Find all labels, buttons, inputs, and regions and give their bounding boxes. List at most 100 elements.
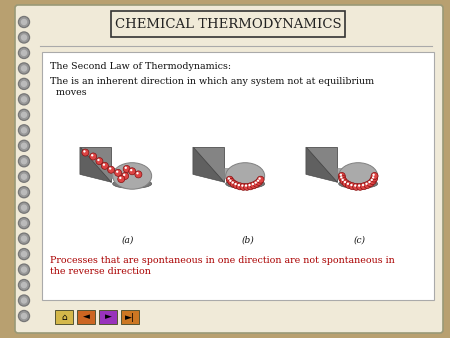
Circle shape — [365, 183, 368, 185]
Circle shape — [22, 50, 27, 55]
Bar — [42, 52, 434, 300]
Circle shape — [367, 180, 374, 187]
Circle shape — [82, 149, 89, 156]
Circle shape — [18, 202, 30, 213]
Circle shape — [340, 176, 342, 178]
Circle shape — [350, 184, 353, 186]
Circle shape — [90, 153, 97, 160]
Circle shape — [22, 221, 27, 226]
Text: moves: moves — [53, 88, 86, 97]
Text: The Second Law of Thermodynamics:: The Second Law of Thermodynamics: — [50, 62, 231, 71]
Circle shape — [97, 159, 99, 161]
Circle shape — [347, 183, 349, 185]
Circle shape — [108, 166, 115, 173]
Circle shape — [22, 128, 27, 133]
Polygon shape — [337, 168, 347, 177]
Circle shape — [234, 183, 237, 185]
Bar — [121, 310, 139, 324]
Circle shape — [338, 172, 345, 179]
Circle shape — [257, 176, 264, 183]
Circle shape — [20, 80, 28, 88]
Circle shape — [18, 171, 30, 182]
Circle shape — [18, 47, 30, 58]
Circle shape — [130, 169, 132, 171]
Circle shape — [123, 165, 130, 172]
Circle shape — [22, 205, 27, 210]
Circle shape — [22, 112, 27, 117]
Ellipse shape — [225, 163, 265, 189]
Circle shape — [135, 171, 142, 178]
Polygon shape — [111, 168, 121, 177]
Circle shape — [342, 180, 349, 187]
Circle shape — [20, 235, 28, 243]
Circle shape — [96, 158, 103, 165]
Circle shape — [20, 219, 28, 227]
Text: (a): (a) — [122, 236, 134, 245]
Circle shape — [20, 18, 28, 26]
Circle shape — [256, 178, 262, 185]
Circle shape — [20, 312, 28, 320]
Circle shape — [119, 177, 122, 179]
Circle shape — [18, 233, 30, 244]
Circle shape — [116, 170, 118, 173]
Circle shape — [238, 184, 240, 186]
Text: (c): (c) — [354, 236, 366, 245]
Circle shape — [243, 183, 251, 190]
Polygon shape — [224, 168, 234, 177]
Circle shape — [232, 182, 234, 184]
Circle shape — [20, 281, 28, 289]
Circle shape — [241, 185, 243, 187]
Circle shape — [109, 167, 111, 170]
Circle shape — [257, 179, 259, 182]
Polygon shape — [80, 147, 111, 182]
Circle shape — [18, 156, 30, 167]
Circle shape — [252, 183, 254, 185]
Circle shape — [373, 174, 375, 176]
Circle shape — [20, 296, 28, 305]
Circle shape — [20, 203, 28, 212]
Circle shape — [18, 311, 30, 321]
Text: the reverse direction: the reverse direction — [50, 267, 151, 276]
Circle shape — [340, 177, 347, 185]
Circle shape — [122, 172, 129, 179]
Circle shape — [18, 94, 30, 105]
Text: ⌂: ⌂ — [61, 313, 67, 321]
Circle shape — [22, 20, 27, 24]
Circle shape — [91, 154, 94, 156]
Circle shape — [253, 180, 260, 187]
Polygon shape — [306, 147, 337, 182]
Bar — [99, 310, 117, 324]
Circle shape — [340, 174, 342, 176]
Circle shape — [226, 176, 233, 183]
Text: ◄: ◄ — [82, 313, 90, 321]
Circle shape — [22, 267, 27, 272]
Ellipse shape — [225, 179, 265, 189]
Circle shape — [22, 298, 27, 303]
Circle shape — [245, 185, 247, 187]
Circle shape — [255, 182, 257, 184]
Circle shape — [353, 183, 360, 190]
Circle shape — [354, 185, 356, 187]
Circle shape — [20, 172, 28, 181]
Circle shape — [123, 174, 126, 176]
Text: Processes that are spontaneous in one direction are not spontaneous in: Processes that are spontaneous in one di… — [50, 256, 395, 265]
Circle shape — [136, 172, 139, 174]
Polygon shape — [193, 147, 224, 182]
Bar — [55, 310, 73, 324]
Circle shape — [18, 32, 30, 43]
Circle shape — [20, 142, 28, 150]
Circle shape — [369, 177, 376, 185]
Circle shape — [18, 63, 30, 74]
Circle shape — [101, 162, 108, 169]
FancyBboxPatch shape — [111, 11, 345, 37]
Circle shape — [360, 183, 368, 190]
Circle shape — [129, 168, 135, 175]
Circle shape — [115, 169, 122, 176]
Polygon shape — [80, 147, 111, 182]
Circle shape — [20, 265, 28, 274]
Circle shape — [370, 179, 373, 181]
Circle shape — [83, 150, 86, 152]
Circle shape — [339, 175, 346, 182]
Circle shape — [20, 33, 28, 42]
Circle shape — [18, 264, 30, 275]
